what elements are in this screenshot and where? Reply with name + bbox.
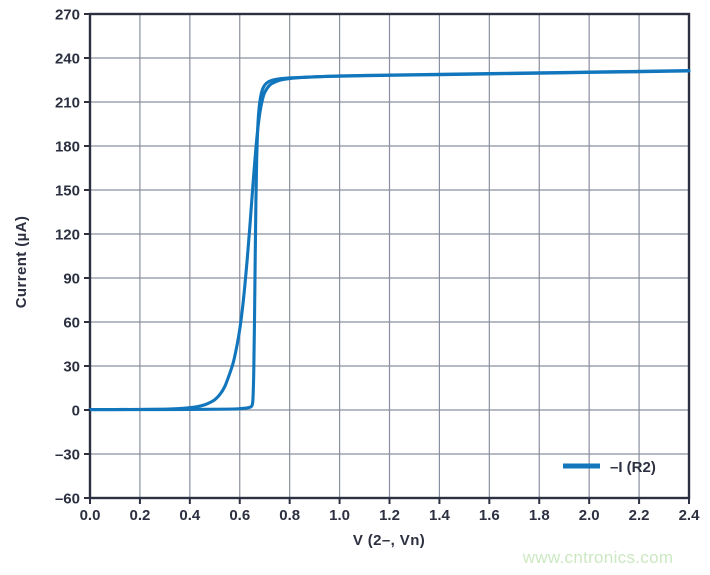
y-tick-label: 150: [55, 183, 80, 200]
x-tick-label: 0.4: [179, 507, 201, 524]
x-tick-label: 1.6: [479, 507, 500, 524]
y-tick-label: 30: [63, 359, 80, 376]
x-tick-label: 2.2: [629, 507, 650, 524]
x-axis-tick-labels: 0.0 0.2 0.4 0.6 0.8 1.0 1.2 1.4 1.6 1.8 2.0 2.2 2.4: [80, 507, 701, 524]
x-tick-label: 2.4: [679, 507, 701, 524]
x-axis-tick-marks: [89, 498, 690, 504]
legend-label-i-r2: –I (R2): [610, 459, 656, 476]
vertical-gridlines: [139, 14, 640, 498]
y-tick-label: 210: [55, 95, 80, 112]
y-tick-label: 60: [63, 315, 80, 332]
x-tick-label: 2.0: [579, 507, 600, 524]
x-tick-label: 1.8: [529, 507, 550, 524]
y-tick-label: 0: [72, 403, 80, 420]
x-tick-label: 1.4: [429, 507, 451, 524]
x-tick-label: 1.0: [329, 507, 350, 524]
y-tick-label: 240: [55, 51, 80, 68]
y-tick-label: 270: [55, 7, 80, 24]
x-tick-label: 1.2: [379, 507, 400, 524]
x-tick-label: 0.2: [129, 507, 150, 524]
x-tick-label: 0.6: [229, 507, 250, 524]
y-tick-label: 120: [55, 227, 80, 244]
x-tick-label: 0.0: [80, 507, 101, 524]
y-axis-tick-marks: [84, 13, 90, 499]
watermark: www.cntronics.com: [522, 548, 674, 567]
y-axis-tick-labels: 270 240 210 180 150 120 90 60 30 0 –30 –60: [55, 7, 80, 508]
y-axis-title: Current (µA): [13, 216, 30, 309]
y-tick-label: 180: [55, 139, 80, 156]
data-series-layer: [88, 69, 691, 412]
legend: –I (R2): [563, 459, 656, 476]
x-axis-title: V (2–, Vn): [353, 532, 425, 549]
y-tick-label: 90: [63, 271, 80, 288]
y-tick-label: –30: [55, 447, 80, 464]
x-tick-label: 0.8: [279, 507, 300, 524]
series-line-1: [88, 69, 691, 412]
y-tick-label: –60: [55, 491, 80, 508]
